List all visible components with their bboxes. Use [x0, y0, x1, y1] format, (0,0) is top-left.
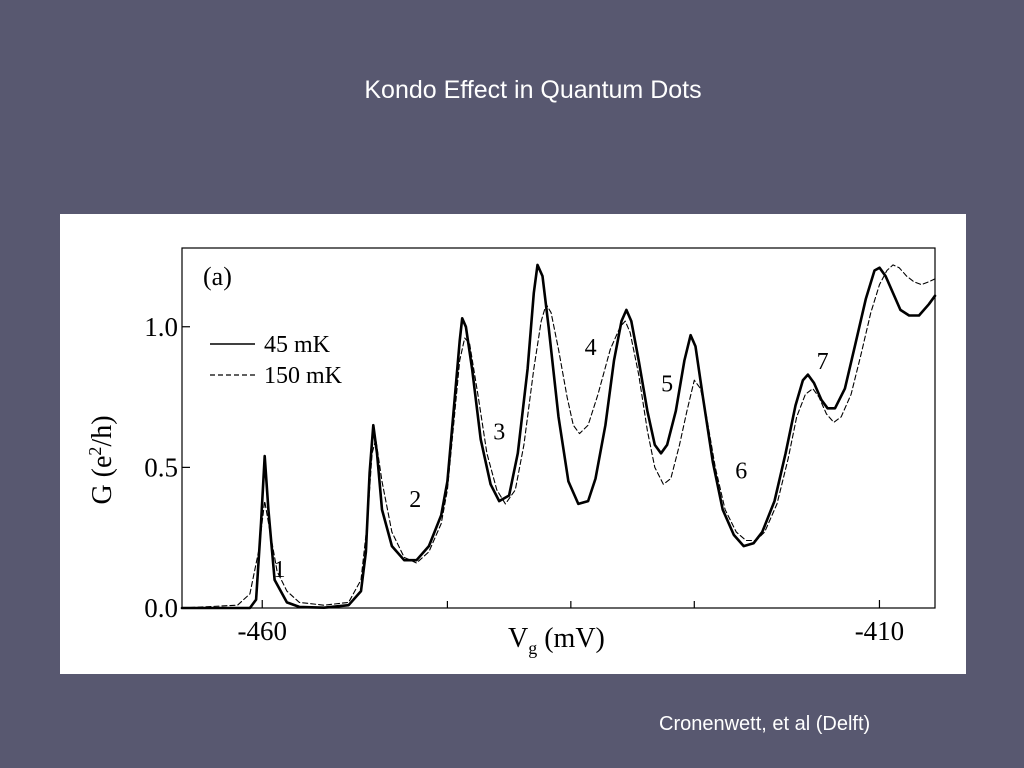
y-tick-label: 0.0 [144, 593, 178, 623]
y-axis-label: G (e2/h) [85, 415, 118, 504]
y-tick-label: 1.0 [144, 312, 178, 342]
panel-label: (a) [203, 262, 232, 291]
plot-frame [181, 247, 936, 609]
series-line-45-mk [180, 263, 937, 610]
x-axis-label-main: V [508, 623, 528, 654]
peak-label: 4 [585, 335, 597, 361]
peak-label: 1 [274, 557, 286, 583]
y-axis-label-main: G (e [87, 456, 118, 505]
peak-label: 7 [817, 349, 829, 375]
y-axis-label-tail: /h) [87, 415, 118, 446]
x-tick-label: -460 [237, 616, 287, 646]
x-axis-label-unit: (mV) [537, 623, 605, 654]
legend-label-45mk: 45 mK [264, 332, 331, 358]
peak-label: 3 [493, 419, 505, 445]
axis-ticks: -460 -410 0.0 0.5 1.0 [144, 312, 904, 646]
legend: 45 mK 150 mK [210, 332, 343, 389]
peak-annotations: 1 2 3 4 5 6 7 [274, 335, 829, 583]
slide-title: Kondo Effect in Quantum Dots [364, 76, 702, 104]
conductance-chart: -460 -410 0.0 0.5 1.0 1 2 3 4 5 6 7 (a) 45 mK 150 … [85, 247, 937, 658]
y-tick-label: 0.5 [144, 452, 178, 482]
figure-credit: Cronenwett, et al (Delft) [659, 713, 871, 735]
series-line-150-mk [181, 264, 936, 609]
x-tick-label: -410 [855, 616, 905, 646]
y-axis-label-sup: 2 [85, 447, 105, 456]
series-group [180, 263, 937, 610]
x-axis-label-sub: g [528, 638, 537, 658]
peak-label: 2 [409, 487, 421, 513]
figure-panel: -460 -410 0.0 0.5 1.0 1 2 3 4 5 6 7 (a) 45 mK 150 … [60, 214, 966, 674]
legend-label-150mk: 150 mK [264, 363, 343, 389]
x-axis-label: Vg (mV) [508, 623, 605, 658]
peak-label: 5 [661, 371, 673, 397]
peak-label: 6 [735, 459, 747, 485]
